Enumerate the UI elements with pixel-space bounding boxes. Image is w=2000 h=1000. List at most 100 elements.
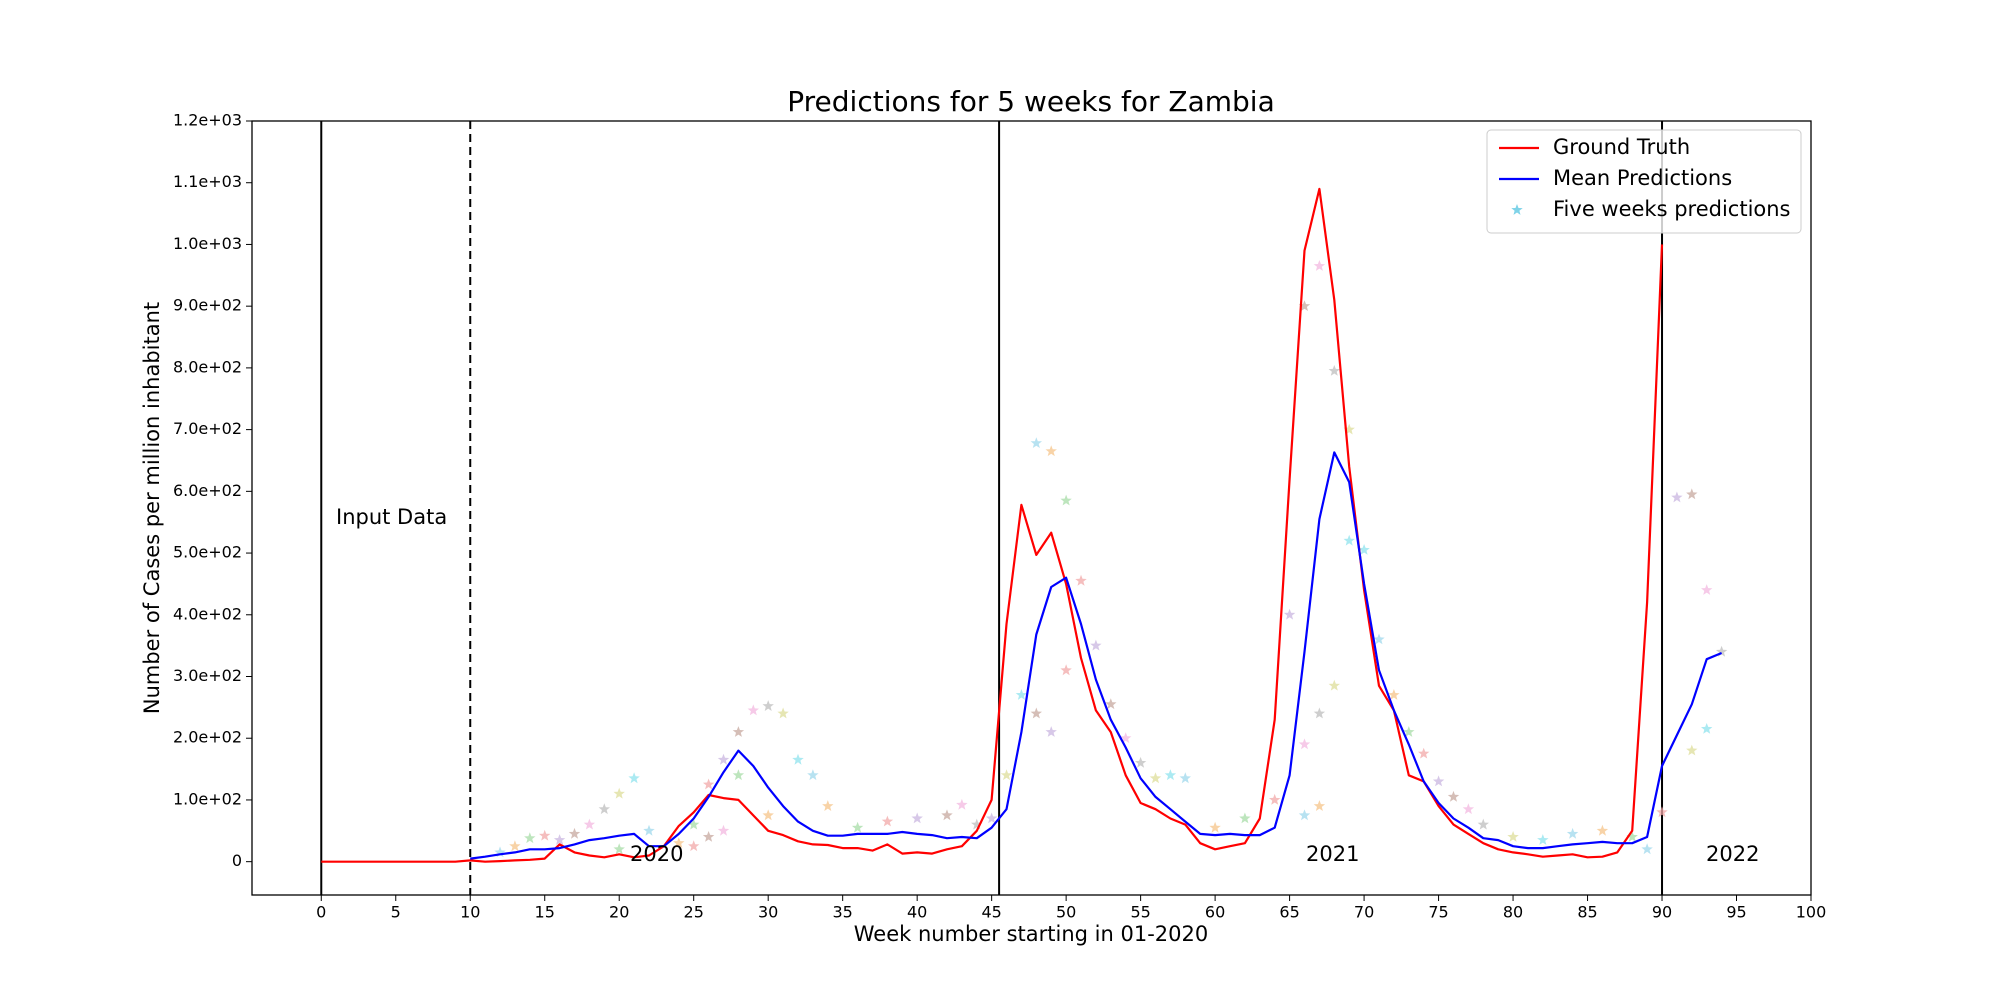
star-point: [717, 824, 730, 836]
star-point: [1298, 738, 1311, 750]
star-point: [1432, 775, 1445, 787]
x-tick-label: 40: [907, 903, 927, 922]
annotation: 2022: [1706, 842, 1759, 866]
legend-label: Mean Predictions: [1553, 166, 1732, 190]
x-tick-label: 80: [1503, 903, 1523, 922]
series-line: [321, 187, 1664, 863]
y-tick-label: 8.0e+02: [173, 357, 242, 376]
star-point: [1120, 732, 1132, 744]
star-point: [881, 815, 894, 827]
star-point: [613, 843, 625, 855]
star-point: [688, 818, 700, 830]
star-point: [1641, 843, 1653, 855]
x-tick-label: 60: [1205, 903, 1225, 922]
star-point: [1328, 365, 1340, 376]
star-point: [1000, 769, 1013, 781]
star-point: [1403, 726, 1415, 737]
y-tick-label: 1.0e+02: [173, 789, 242, 808]
star-point: [1701, 584, 1713, 595]
x-tick-label: 70: [1354, 903, 1374, 922]
star-point: [1686, 744, 1698, 756]
x-tick-label: 45: [981, 903, 1001, 922]
x-tick-label: 30: [758, 903, 778, 922]
star-point: [1701, 723, 1713, 734]
star-point: [1507, 831, 1519, 842]
star-point: [1015, 689, 1028, 700]
star-point: [1715, 645, 1728, 657]
star-point: [1447, 790, 1460, 802]
y-tick-label: 1.1e+03: [173, 172, 242, 191]
star-point: [1566, 827, 1579, 839]
star-point: [1030, 437, 1042, 448]
plot-area: [320, 121, 1728, 895]
star-point: [1269, 793, 1281, 805]
star-point: [747, 704, 759, 716]
star-point: [1075, 574, 1087, 586]
star-point: [1239, 812, 1251, 824]
y-tick-label: 7.0e+02: [173, 419, 242, 438]
star-point: [1060, 664, 1072, 676]
x-tick-label: 90: [1652, 903, 1672, 922]
y-tick-label: 3.0e+02: [173, 666, 242, 685]
star-point: [494, 846, 506, 858]
x-axis-label: Week number starting in 01-2020: [854, 922, 1208, 946]
star-point: [1179, 772, 1191, 784]
star-point: [628, 772, 640, 784]
y-tick-label: 0: [232, 851, 242, 870]
legend-box: [1486, 129, 1802, 234]
star-point: [1626, 831, 1638, 842]
x-tick-label: 50: [1056, 903, 1076, 922]
star-point: [1477, 818, 1489, 830]
star-point: [971, 818, 983, 830]
star-point: [717, 753, 730, 765]
y-tick-label: 2.0e+02: [173, 728, 242, 747]
chart-title: Predictions for 5 weeks for Zambia: [787, 85, 1274, 118]
star-point: [911, 812, 923, 824]
star-point: [1313, 800, 1326, 811]
star-point: [1164, 769, 1177, 781]
annotation: 2021: [1306, 842, 1359, 866]
star-point: [1343, 534, 1355, 546]
x-tick-label: 5: [391, 903, 401, 922]
star-point: [807, 769, 819, 781]
x-tick-label: 10: [460, 903, 480, 922]
star-point: [1090, 639, 1102, 651]
star-point: [673, 837, 685, 848]
star-point: [643, 824, 655, 836]
y-axis-label: Number of Cases per million inhabitant: [140, 302, 164, 714]
star-point: [1134, 756, 1147, 768]
series-line: [470, 451, 1723, 860]
star-point: [851, 821, 864, 833]
star-point: [583, 818, 596, 830]
x-tick-label: 75: [1428, 903, 1448, 922]
x-tick-label: 25: [684, 903, 704, 922]
star-point: [1298, 300, 1311, 311]
x-tick-label: 20: [609, 903, 629, 922]
star-point: [1328, 679, 1340, 691]
star-point: [732, 726, 745, 737]
star-point: [1149, 772, 1162, 784]
star-point: [777, 707, 789, 719]
star-point: [702, 831, 715, 842]
star-point: [1373, 633, 1385, 645]
star-point: [1596, 824, 1609, 836]
star-point: [1045, 445, 1057, 457]
star-point: [688, 840, 700, 852]
star-point: [985, 812, 998, 824]
x-tick-label: 95: [1726, 903, 1746, 922]
star-point: [613, 787, 625, 799]
star-point: [822, 800, 834, 811]
x-tick-label: 100: [1796, 903, 1827, 922]
legend-marker: [1511, 204, 1523, 215]
x-tick-label: 35: [832, 903, 852, 922]
star-point: [702, 778, 715, 790]
star-point: [598, 803, 610, 815]
star-point: [1060, 494, 1072, 506]
star-point: [1537, 834, 1549, 845]
x-tick-label: 55: [1130, 903, 1150, 922]
plot-frame: [251, 120, 1812, 896]
star-point: [732, 769, 745, 781]
x-tick-label: 15: [535, 903, 555, 922]
annotation: Input Data: [336, 505, 447, 529]
star-point: [1358, 544, 1370, 555]
